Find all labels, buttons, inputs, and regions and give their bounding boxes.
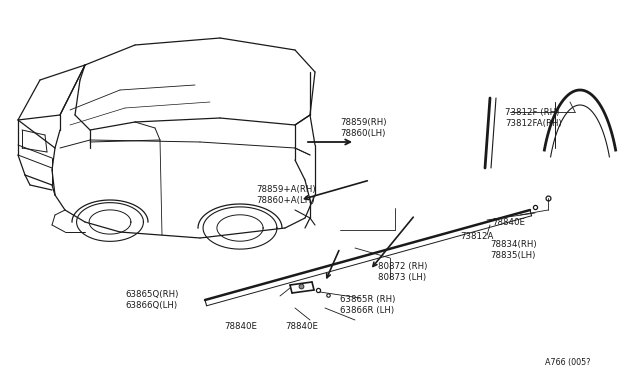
Text: 78834(RH)
78835(LH): 78834(RH) 78835(LH): [490, 240, 536, 260]
Text: 80872 (RH)
80873 (LH): 80872 (RH) 80873 (LH): [378, 262, 428, 282]
Text: 78859+A(RH)
78860+A(LH): 78859+A(RH) 78860+A(LH): [256, 185, 316, 205]
Text: 78840E: 78840E: [492, 218, 525, 227]
Text: 63865Q(RH)
63866Q(LH): 63865Q(RH) 63866Q(LH): [125, 290, 179, 310]
Text: A766 (005?: A766 (005?: [545, 358, 591, 367]
Text: 78859(RH)
78860(LH): 78859(RH) 78860(LH): [340, 118, 387, 138]
Text: 78840E: 78840E: [224, 322, 257, 331]
Text: 73812F (RH)
73812FA(RH): 73812F (RH) 73812FA(RH): [505, 108, 562, 128]
Text: 73812A: 73812A: [460, 232, 493, 241]
Text: 63865R (RH)
63866R (LH): 63865R (RH) 63866R (LH): [340, 295, 396, 315]
Text: 78840E: 78840E: [285, 322, 318, 331]
